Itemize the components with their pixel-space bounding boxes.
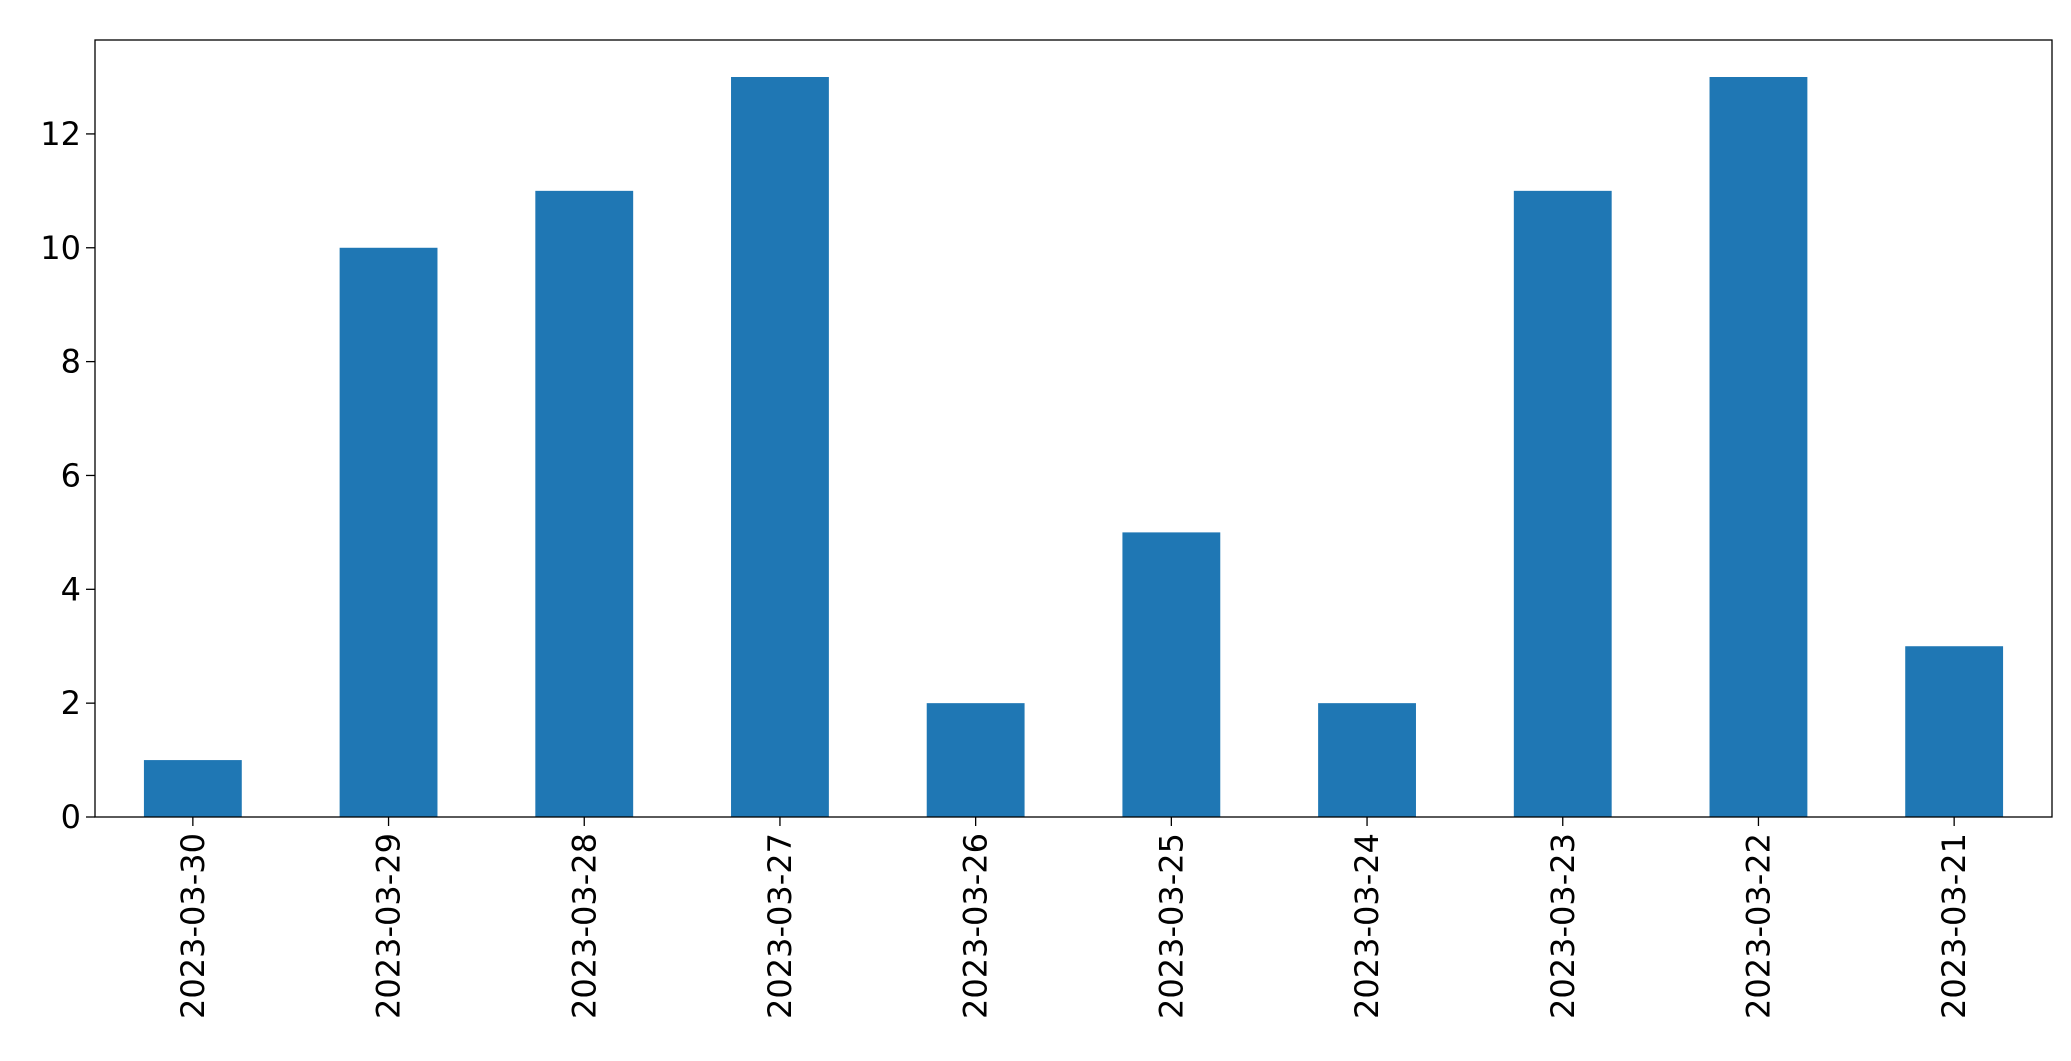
bar <box>1122 532 1221 817</box>
bar <box>1905 646 2004 817</box>
bar <box>143 760 242 817</box>
x-tick-label: 2023-03-25 <box>1152 833 1190 1019</box>
y-tick-label: 10 <box>40 229 81 267</box>
bar <box>1513 190 1612 817</box>
bar <box>926 703 1025 817</box>
y-tick-label: 2 <box>61 684 81 722</box>
bar <box>339 247 438 817</box>
x-tick-label: 2023-03-22 <box>1739 833 1777 1019</box>
y-tick-label: 8 <box>61 343 81 381</box>
x-tick-label: 2023-03-26 <box>957 833 995 1019</box>
y-tick-label: 4 <box>61 570 81 608</box>
x-tick-label: 2023-03-27 <box>761 833 799 1019</box>
bar <box>1709 77 1808 817</box>
y-tick-label: 12 <box>40 115 81 153</box>
x-tick-label: 2023-03-23 <box>1544 833 1582 1019</box>
x-tick-label: 2023-03-29 <box>370 833 408 1019</box>
bar <box>1318 703 1416 817</box>
x-tick-label: 2023-03-30 <box>174 833 212 1019</box>
y-tick-label: 0 <box>61 798 81 836</box>
y-tick-label: 6 <box>61 456 81 494</box>
bar <box>731 77 829 817</box>
x-tick-label: 2023-03-28 <box>565 833 603 1019</box>
plot-frame <box>94 39 2053 818</box>
bar <box>535 190 634 817</box>
x-tick-label: 2023-03-24 <box>1348 833 1386 1019</box>
x-tick-label: 2023-03-21 <box>1935 833 1973 1019</box>
